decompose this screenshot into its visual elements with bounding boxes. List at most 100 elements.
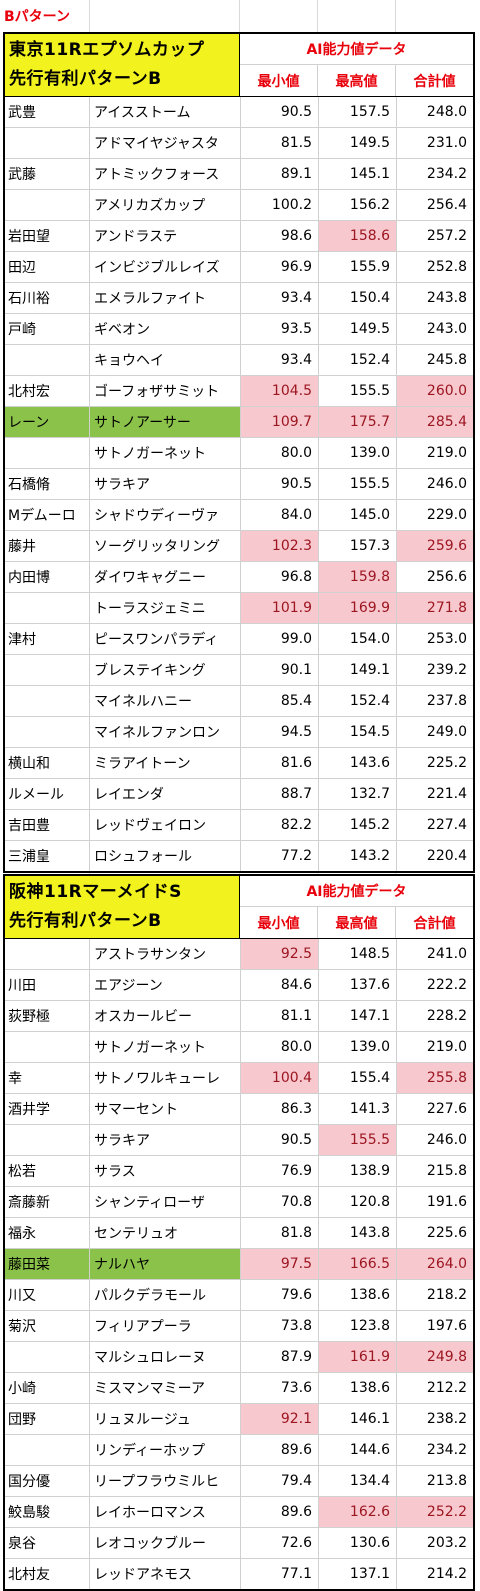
table-row: 松若 サラス 76.9 138.9 215.8 bbox=[5, 1155, 473, 1186]
table-body: 武豊 アイスストーム 90.5 157.5 248.0 アドマイヤジャスタ 81.5 149.… bbox=[5, 97, 473, 871]
jockey-cell: 団野 bbox=[8, 1412, 36, 1428]
jockey-cell: 津村 bbox=[8, 632, 36, 648]
total-value-cell: 249.0 bbox=[396, 717, 473, 747]
max-value-cell: 159.8 bbox=[318, 562, 396, 592]
table-row: アメリカズカップ 100.2 156.2 256.4 bbox=[5, 189, 473, 220]
table-row: 鮫島駿 レイホーロマンス 89.6 162.6 252.2 bbox=[5, 1496, 473, 1527]
min-value-cell: 96.8 bbox=[240, 562, 318, 592]
max-value-cell: 123.8 bbox=[318, 1311, 396, 1341]
table-row: キョウヘイ 93.4 152.4 245.8 bbox=[5, 344, 473, 375]
table-row: トーラスジェミニ 101.9 169.9 271.8 bbox=[5, 592, 473, 623]
total-value-cell: 215.8 bbox=[396, 1156, 473, 1186]
horse-cell: レイホーロマンス bbox=[89, 1497, 240, 1527]
horse-cell: ギベオン bbox=[89, 314, 240, 344]
jockey-cell bbox=[5, 438, 89, 468]
max-value-cell: 138.6 bbox=[318, 1373, 396, 1403]
total-value-cell: 271.8 bbox=[396, 593, 473, 623]
min-value-cell: 93.5 bbox=[240, 314, 318, 344]
table-row: 藤井 ソーグリッタリング 102.3 157.3 259.6 bbox=[5, 530, 473, 561]
min-value-cell: 80.0 bbox=[240, 1032, 318, 1062]
max-value-cell: 147.1 bbox=[318, 1001, 396, 1031]
table-row: 岩田望 アンドラステ 98.6 158.6 257.2 bbox=[5, 220, 473, 251]
max-value-cell: 144.6 bbox=[318, 1435, 396, 1465]
max-value-cell: 155.5 bbox=[318, 1125, 396, 1155]
max-value-cell: 145.0 bbox=[318, 500, 396, 530]
max-value-cell: 145.1 bbox=[318, 159, 396, 189]
total-value-cell: 241.0 bbox=[396, 939, 473, 969]
horse-cell: インビジブルレイズ bbox=[89, 252, 240, 282]
total-value-cell: 246.0 bbox=[396, 1125, 473, 1155]
min-value-cell: 85.4 bbox=[240, 686, 318, 716]
total-value-cell: 225.6 bbox=[396, 1218, 473, 1248]
jockey-cell: 荻野極 bbox=[8, 1009, 50, 1025]
max-value-cell: 155.5 bbox=[318, 376, 396, 406]
jockey-cell: 戸崎 bbox=[8, 322, 36, 338]
total-value-cell: 238.2 bbox=[396, 1404, 473, 1434]
col-header-total: 合計値 bbox=[395, 907, 473, 938]
total-value-cell: 220.4 bbox=[396, 841, 473, 871]
horse-cell: サトノガーネット bbox=[89, 438, 240, 468]
jockey-cell: 武藤 bbox=[8, 167, 36, 183]
race-title: 阪神11RマーメイドS 先行有利パターンB bbox=[5, 876, 240, 938]
total-value-cell: 259.6 bbox=[396, 531, 473, 561]
jockey-cell: Mデムーロ bbox=[8, 508, 76, 524]
max-value-cell: 175.7 bbox=[318, 407, 396, 437]
min-value-cell: 99.0 bbox=[240, 624, 318, 654]
max-value-cell: 137.1 bbox=[318, 1559, 396, 1589]
max-value-cell: 138.9 bbox=[318, 1156, 396, 1186]
table-row: 泉谷 レオコックブルー 72.6 130.6 203.2 bbox=[5, 1527, 473, 1558]
total-value-cell: 246.0 bbox=[396, 469, 473, 499]
min-value-cell: 98.6 bbox=[240, 221, 318, 251]
jockey-cell bbox=[5, 1435, 89, 1465]
max-value-cell: 150.4 bbox=[318, 283, 396, 313]
table-row: 吉田豊 レッドヴェイロン 82.2 145.2 227.4 bbox=[5, 809, 473, 840]
jockey-cell: 泉谷 bbox=[8, 1536, 36, 1552]
max-value-cell: 149.1 bbox=[318, 655, 396, 685]
table-row: マルシュロレーヌ 87.9 161.9 249.8 bbox=[5, 1341, 473, 1372]
jockey-cell: 小崎 bbox=[8, 1381, 36, 1397]
min-value-cell: 82.2 bbox=[240, 810, 318, 840]
max-value-cell: 158.6 bbox=[318, 221, 396, 251]
min-value-cell: 84.6 bbox=[240, 970, 318, 1000]
col-header-max: 最高値 bbox=[317, 65, 395, 96]
total-value-cell: 285.4 bbox=[396, 407, 473, 437]
min-value-cell: 81.1 bbox=[240, 1001, 318, 1031]
table-row: 石橋脩 サラキア 90.5 155.5 246.0 bbox=[5, 468, 473, 499]
race-title: 東京11Rエプソムカップ 先行有利パターンB bbox=[5, 34, 240, 96]
total-value-cell: 197.6 bbox=[396, 1311, 473, 1341]
total-value-cell: 228.2 bbox=[396, 1001, 473, 1031]
horse-cell: ピースワンパラディ bbox=[89, 624, 240, 654]
table-row: 武豊 アイスストーム 90.5 157.5 248.0 bbox=[5, 97, 473, 127]
min-value-cell: 104.5 bbox=[240, 376, 318, 406]
table-row: レーン サトノアーサー 109.7 175.7 285.4 bbox=[5, 406, 473, 437]
table-row: マイネルハニー 85.4 152.4 237.8 bbox=[5, 685, 473, 716]
horse-cell: キョウヘイ bbox=[89, 345, 240, 375]
horse-cell: フィリアプーラ bbox=[89, 1311, 240, 1341]
jockey-cell bbox=[5, 939, 89, 969]
max-value-cell: 161.9 bbox=[318, 1342, 396, 1372]
horse-cell: マルシュロレーヌ bbox=[89, 1342, 240, 1372]
table-row: 国分優 リープフラウミルヒ 79.4 134.4 213.8 bbox=[5, 1465, 473, 1496]
col-header-min: 最小値 bbox=[257, 915, 300, 932]
max-value-cell: 156.2 bbox=[318, 190, 396, 220]
table-row: 戸崎 ギベオン 93.5 149.5 243.0 bbox=[5, 313, 473, 344]
jockey-cell: 三浦皇 bbox=[8, 849, 50, 865]
total-value-cell: 227.4 bbox=[396, 810, 473, 840]
min-value-cell: 73.8 bbox=[240, 1311, 318, 1341]
jockey-cell: 田辺 bbox=[8, 260, 36, 276]
max-value-cell: 139.0 bbox=[318, 1032, 396, 1062]
table-row: 北村友 レッドアネモス 77.1 137.1 214.2 bbox=[5, 1558, 473, 1589]
jockey-cell: 武豊 bbox=[8, 105, 36, 121]
table-row: 団野 リュヌルージュ 92.1 146.1 238.2 bbox=[5, 1403, 473, 1434]
table-row: リンディーホップ 89.6 144.6 234.2 bbox=[5, 1434, 473, 1465]
max-value-cell: 157.3 bbox=[318, 531, 396, 561]
horse-cell: パルクデラモール bbox=[89, 1280, 240, 1310]
min-value-cell: 90.5 bbox=[240, 97, 318, 127]
jockey-cell bbox=[5, 655, 89, 685]
min-value-cell: 81.6 bbox=[240, 748, 318, 778]
table-row: 三浦皇 ロシュフォール 77.2 143.2 220.4 bbox=[5, 840, 473, 871]
col-header-min: 最小値 bbox=[257, 73, 300, 90]
total-value-cell: 225.2 bbox=[396, 748, 473, 778]
min-value-cell: 88.7 bbox=[240, 779, 318, 809]
table-header: 阪神11RマーメイドS 先行有利パターンB AI能力値データ 最小値 最高値 合計値 bbox=[5, 876, 473, 939]
